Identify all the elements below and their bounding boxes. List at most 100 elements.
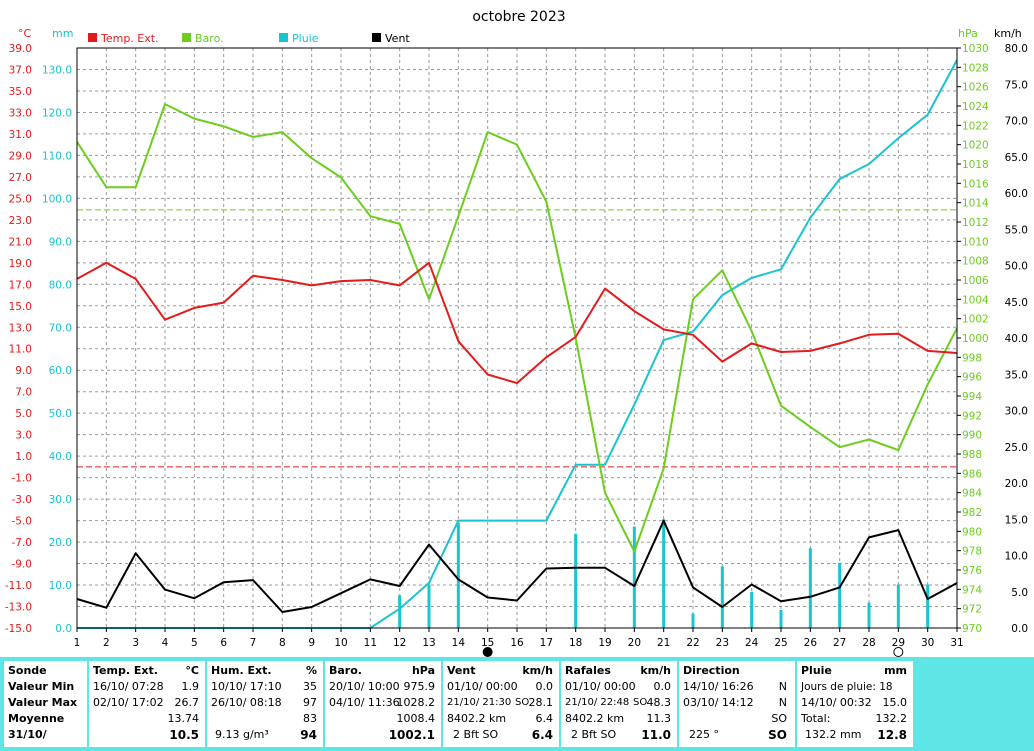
x-tick-label: 22: [686, 637, 699, 649]
vent-max-date: 21/10/ 21:30: [447, 697, 512, 708]
x-tick-label: 11: [364, 637, 377, 649]
pluie-unit: mm: [884, 664, 907, 677]
rain-bar-day-29: [896, 584, 900, 628]
temp-tick-label: 33.0: [9, 107, 32, 119]
temp-mean: 13.74: [167, 712, 200, 725]
temp-tick-label: 3.0: [15, 430, 32, 442]
pluie-total-label: Total:: [801, 712, 831, 725]
x-tick-label: 13: [422, 637, 435, 649]
temp-tick-label: 5.0: [15, 408, 32, 420]
vent-beaufort: 2 Bft SO: [453, 728, 499, 741]
rafales-title: Rafales: [565, 664, 611, 677]
rain-bar-day-27: [838, 562, 842, 628]
baro-tick-label: 974: [962, 584, 982, 596]
x-tick-label: 7: [250, 637, 257, 649]
temp-tick-label: 27.0: [9, 172, 32, 184]
rafales-cell: Rafales km/h 01/10/ 00:00 0.0 21/10/ 22:…: [561, 661, 677, 747]
sonde-date: 31/10/: [8, 728, 47, 741]
temp-tick-label: 31.0: [9, 129, 32, 141]
rain-bar-day-24: [750, 591, 754, 628]
baro-title: Baro.: [329, 664, 362, 677]
wind-tick-label: 0.0: [1011, 623, 1028, 635]
sonde-cell: Sonde Valeur Min Valeur Max Moyenne 31/1…: [4, 661, 87, 747]
rain-bar-day-25: [779, 609, 783, 628]
temp-tick-label: -5.0: [12, 516, 33, 528]
baro-tick-label: 1020: [962, 140, 989, 152]
rain-tick-label: 70.0: [49, 322, 72, 334]
vent-max: 28.1: [528, 696, 554, 709]
wind-tick-label: 65.0: [1005, 152, 1028, 164]
x-tick-label: 9: [308, 637, 315, 649]
x-tick-label: 8: [279, 637, 286, 649]
hum-cell: Hum. Ext. % 10/10/ 17:10 35 26/10/ 08:18…: [207, 661, 323, 747]
baro-tick-label: 1030: [962, 43, 989, 55]
baro-min-date: 20/10/ 10:00: [329, 680, 400, 693]
x-tick-label: 1: [74, 637, 81, 649]
chart-title: octobre 2023: [472, 9, 565, 25]
direction-title: Direction: [683, 664, 740, 677]
temp-current: 10.5: [169, 728, 199, 742]
x-tick-label: 21: [657, 637, 670, 649]
hum-current: 94: [300, 728, 317, 742]
temp-tick-label: 25.0: [9, 193, 32, 205]
rain-tick-label: 80.0: [49, 279, 72, 291]
baro-mean: 1008.4: [396, 712, 436, 725]
baro-tick-label: 1010: [962, 236, 989, 248]
temp-tick-label: -13.0: [5, 602, 32, 614]
sonde-title: Sonde: [8, 664, 47, 677]
vent-mean: 6.4: [535, 712, 554, 725]
vent-distance: 8402.2 km: [447, 712, 507, 725]
direction-max-date: 03/10/ 14:12: [683, 696, 754, 709]
x-tick-label: 26: [804, 637, 818, 649]
baro-unit: hPa: [411, 664, 435, 677]
rain-tick-label: 30.0: [49, 494, 72, 506]
temp-tick-label: 17.0: [9, 279, 32, 291]
baro-tick-label: 978: [962, 546, 982, 558]
hum-min-date: 10/10/ 17:10: [211, 680, 282, 693]
rain-tick-label: 90.0: [49, 236, 72, 248]
baro-tick-label: 1018: [962, 159, 989, 171]
wind-tick-label: 20.0: [1005, 478, 1028, 490]
temp-tick-label: 35.0: [9, 86, 32, 98]
rain-bar-day-21: [662, 519, 666, 628]
row-label-mean: Moyenne: [8, 712, 65, 725]
temp-tick-label: -15.0: [5, 623, 32, 635]
x-tick-label: 30: [921, 637, 934, 649]
baro-tick-label: 982: [962, 507, 982, 519]
direction-min-date: 14/10/ 16:26: [683, 680, 754, 693]
x-tick-label: 24: [745, 637, 759, 649]
series-line-baro: [76, 103, 958, 553]
temp-axis-unit: °C: [18, 27, 32, 40]
rain-tick-label: 130.0: [42, 64, 72, 76]
x-tick-label: 15: [481, 637, 494, 649]
reference-lines: [77, 209, 957, 468]
baro-min: 975.9: [403, 680, 436, 693]
baro-tick-label: 990: [962, 430, 982, 442]
direction-degrees: 225 °: [689, 728, 719, 741]
x-tick-label: 10: [334, 637, 347, 649]
rafales-min: 0.0: [653, 680, 672, 693]
wind-tick-label: 25.0: [1005, 442, 1028, 454]
baro-tick-label: 996: [962, 372, 982, 384]
temp-tick-label: 15.0: [9, 301, 32, 313]
axis-ticks: 39.037.035.033.031.029.027.025.023.021.0…: [5, 43, 1028, 649]
temp-title: Temp. Ext.: [93, 664, 158, 677]
wind-tick-label: 75.0: [1005, 79, 1028, 91]
rain-bar-day-26: [808, 548, 812, 628]
x-tick-label: 19: [598, 637, 611, 649]
baro-tick-label: 1016: [962, 178, 989, 190]
rain-axis-unit: mm: [52, 27, 73, 40]
direction-cell: Direction 14/10/ 16:26 N 03/10/ 14:12 N …: [679, 661, 795, 747]
x-tick-label: 18: [569, 637, 582, 649]
wind-tick-label: 45.0: [1005, 297, 1028, 309]
x-tick-label: 14: [452, 637, 466, 649]
series-line-temp: [76, 261, 958, 385]
rain-bar-day-30: [926, 584, 930, 628]
x-tick-label: 16: [510, 637, 524, 649]
wind-tick-label: 70.0: [1005, 116, 1028, 128]
baro-axis-unit: hPa: [958, 27, 978, 40]
x-tick-label: 28: [862, 637, 875, 649]
hum-max-date: 26/10/ 08:18: [211, 696, 282, 709]
baro-tick-label: 1012: [962, 217, 989, 229]
pluie-title: Pluie: [801, 664, 832, 677]
